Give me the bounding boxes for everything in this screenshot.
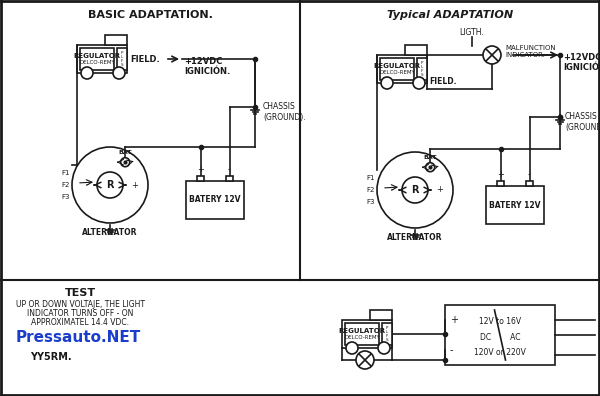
Text: CHASSIS
(GROUND).: CHASSIS (GROUND). [565,112,600,132]
Bar [105,35,127,45]
Text: BATERY 12V: BATERY 12V [489,200,541,209]
Text: +12VDC
IGNICIÓN.: +12VDC IGNICIÓN. [563,53,600,72]
Text: ALTERNATOR: ALTERNATOR [82,228,138,237]
Text: DELCO-REMY: DELCO-REMY [379,70,415,76]
Circle shape [426,163,434,172]
Text: -: - [391,185,394,194]
Text: -: - [450,345,454,355]
Text: -: - [528,170,531,179]
Text: F2: F2 [62,182,70,188]
Text: F1: F1 [367,175,375,181]
Bar [526,181,533,186]
Text: DELCO-REMY: DELCO-REMY [79,61,115,65]
Text: F3: F3 [367,199,375,205]
Circle shape [381,77,393,89]
Bar [77,45,127,73]
Bar [497,181,504,186]
Circle shape [121,158,130,167]
Text: F2: F2 [367,187,375,193]
Text: Pressauto.NET: Pressauto.NET [16,330,140,345]
Bar [342,320,392,348]
Circle shape [356,351,374,369]
Text: -: - [86,181,89,190]
Circle shape [113,67,125,79]
Text: YY5RM.: YY5RM. [30,352,71,362]
Text: +: + [436,185,443,194]
Text: +: + [131,181,138,190]
Text: F1: F1 [62,170,70,176]
Text: -: - [228,165,231,174]
Text: F3: F3 [62,194,70,200]
Circle shape [402,177,428,203]
Text: BATERY 12V: BATERY 12V [189,196,241,204]
Text: TEST: TEST [64,288,95,298]
Text: MALFUNCTION
INDICATOR.: MALFUNCTION INDICATOR. [505,45,556,58]
Text: REGULATOR: REGULATOR [373,63,421,69]
Text: CHASSIS
(GROUND).: CHASSIS (GROUND). [263,102,305,122]
Text: 120V or 220V: 120V or 220V [474,348,526,357]
Text: +: + [197,165,204,174]
Circle shape [377,152,453,228]
Text: Typical ADAPTATION: Typical ADAPTATION [387,10,513,20]
Text: DC        AC: DC AC [480,333,520,342]
Text: INDICATOR TURNS OFF - ON: INDICATOR TURNS OFF - ON [27,309,133,318]
Text: FIELD.: FIELD. [130,55,160,63]
Bar [417,58,427,80]
Text: DELCO-REMY: DELCO-REMY [344,335,380,341]
Text: +: + [450,315,458,325]
Text: P
L
F
S: P L F S [421,61,424,77]
Text: 12V to 16V: 12V to 16V [479,317,521,326]
Circle shape [97,172,123,198]
Text: P
L
F
S: P L F S [121,51,124,67]
Bar [445,305,555,365]
Circle shape [413,77,425,89]
Bar [377,55,427,83]
Text: +: + [497,170,504,179]
Bar [226,176,233,181]
Bar [117,48,127,70]
Text: BAT: BAT [424,155,437,160]
Bar [382,323,392,345]
Text: R: R [106,180,114,190]
Text: +12VDC
IGNICIÓN.: +12VDC IGNICIÓN. [184,57,230,76]
Bar [486,186,544,224]
Text: BASIC ADAPTATION.: BASIC ADAPTATION. [88,10,212,20]
Bar [380,58,414,80]
Circle shape [378,342,390,354]
Circle shape [346,342,358,354]
Text: APPROXIMATEL 14.4 VDC.: APPROXIMATEL 14.4 VDC. [31,318,129,327]
Text: P
L
F
S: P L F S [386,326,388,342]
Text: REGULATOR: REGULATOR [338,328,386,334]
Text: R: R [411,185,419,195]
Text: LIGTH.: LIGTH. [460,28,484,37]
Bar [197,176,204,181]
Text: UP OR DOWN VOLTAJE, THE LIGHT: UP OR DOWN VOLTAJE, THE LIGHT [16,300,145,309]
Circle shape [72,147,148,223]
Text: FIELD.: FIELD. [429,77,457,86]
Text: BAT: BAT [119,150,132,155]
Bar [345,323,379,345]
Circle shape [81,67,93,79]
Text: REGULATOR: REGULATOR [73,53,121,59]
Bar [370,310,392,320]
Text: ALTERNATOR: ALTERNATOR [387,233,443,242]
Bar [80,48,114,70]
Bar [186,181,244,219]
Circle shape [483,46,501,64]
Bar [405,45,427,55]
